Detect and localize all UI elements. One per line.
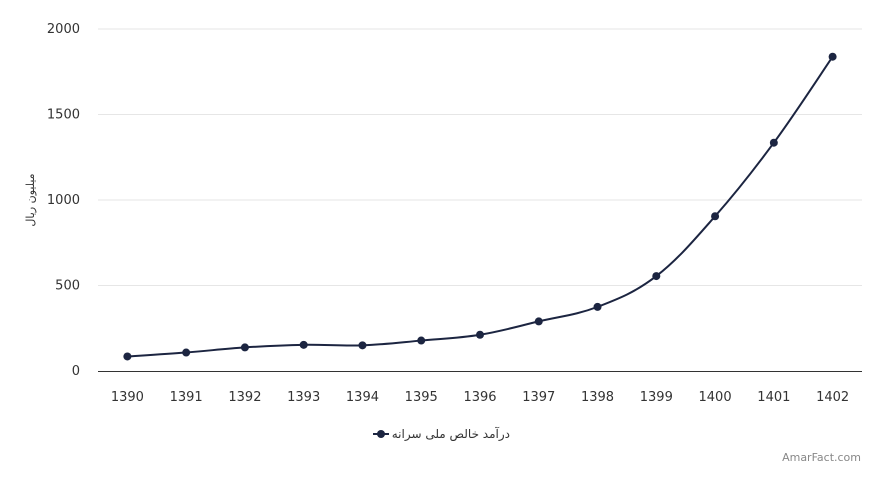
y-axis-ticks: 0 500 1000 1500 2000	[47, 22, 80, 379]
x-tick-label: 1394	[346, 390, 379, 405]
data-point[interactable]	[240, 343, 249, 352]
x-tick-label: 1393	[287, 390, 320, 405]
x-tick-label: 1399	[640, 390, 673, 405]
data-point[interactable]	[299, 340, 308, 349]
x-tick-label: 1397	[522, 390, 555, 405]
grid-lines	[98, 28, 862, 286]
y-axis-label: میلیون ریال	[24, 173, 37, 226]
legend[interactable]: درآمد خالص ملی سرانه	[373, 426, 510, 442]
data-point[interactable]	[711, 212, 720, 221]
data-point[interactable]	[593, 302, 602, 311]
y-tick-label: 1000	[47, 193, 80, 208]
y-tick-label: 1500	[47, 108, 80, 123]
legend-label: درآمد خالص ملی سرانه	[392, 426, 510, 442]
x-tick-label: 1398	[581, 390, 614, 405]
x-tick-label: 1390	[111, 390, 144, 405]
x-tick-label: 1396	[463, 390, 496, 405]
x-tick-label: 1401	[757, 390, 790, 405]
credit-label[interactable]: AmarFact.com	[782, 451, 861, 464]
series-line	[127, 56, 834, 358]
data-point[interactable]	[182, 348, 191, 357]
series-points	[123, 52, 837, 361]
data-point[interactable]	[652, 272, 661, 281]
x-tick-label: 1391	[170, 390, 203, 405]
data-point[interactable]	[534, 317, 543, 326]
data-point[interactable]	[769, 138, 778, 147]
y-tick-label: 0	[72, 364, 80, 379]
y-tick-label: 2000	[47, 22, 80, 37]
y-tick-label: 500	[55, 279, 80, 294]
data-point[interactable]	[417, 336, 426, 345]
x-tick-label: 1392	[228, 390, 261, 405]
data-point[interactable]	[358, 341, 367, 350]
legend-dot-marker	[377, 430, 385, 438]
x-tick-label: 1395	[405, 390, 438, 405]
x-axis-ticks: 1390 1391 1392 1393 1394 1395 1396 1397 1398 1399…	[111, 390, 849, 405]
x-tick-label: 1402	[816, 390, 849, 405]
x-tick-label: 1400	[699, 390, 732, 405]
data-point[interactable]	[123, 352, 132, 361]
data-point[interactable]	[828, 52, 837, 61]
data-point[interactable]	[476, 330, 484, 339]
